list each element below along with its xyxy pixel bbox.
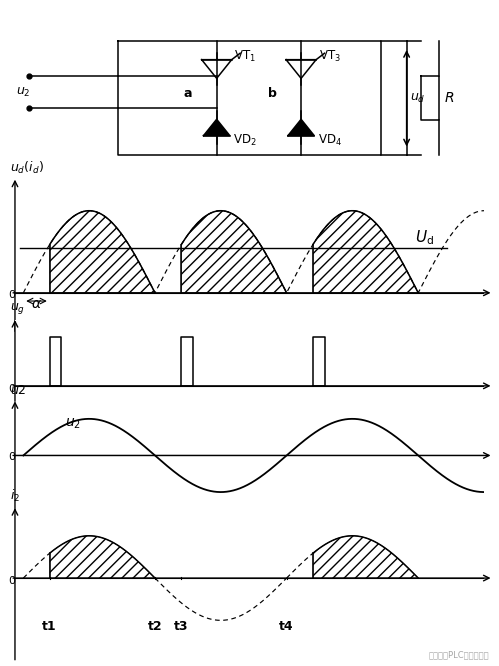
Text: $\omega t$: $\omega t$ bbox=[498, 576, 499, 589]
Text: t3: t3 bbox=[174, 619, 189, 633]
Text: $u2$: $u2$ bbox=[10, 384, 27, 398]
Text: $u_2$: $u_2$ bbox=[16, 86, 30, 99]
Text: t4: t4 bbox=[279, 619, 294, 633]
Text: $u_g$: $u_g$ bbox=[10, 302, 25, 316]
Polygon shape bbox=[288, 119, 314, 136]
Polygon shape bbox=[204, 119, 230, 136]
Text: $\omega t$: $\omega t$ bbox=[498, 380, 499, 393]
Text: VT$_3$: VT$_3$ bbox=[319, 49, 341, 65]
Text: $U_{\rm d}$: $U_{\rm d}$ bbox=[415, 228, 434, 248]
Text: $\omega t$: $\omega t$ bbox=[498, 452, 499, 464]
Text: $u_2$: $u_2$ bbox=[65, 417, 81, 432]
Text: $R$: $R$ bbox=[444, 91, 455, 105]
Text: 0: 0 bbox=[8, 575, 15, 585]
Text: a: a bbox=[184, 87, 192, 100]
Text: t1: t1 bbox=[42, 619, 57, 633]
Text: $\omega t$: $\omega t$ bbox=[498, 290, 499, 304]
Text: VD$_2$: VD$_2$ bbox=[233, 133, 256, 148]
Text: b: b bbox=[268, 87, 277, 100]
Text: $\alpha$: $\alpha$ bbox=[31, 296, 42, 310]
Text: $u_d$: $u_d$ bbox=[410, 92, 426, 105]
Text: t2: t2 bbox=[148, 619, 162, 633]
Text: 0: 0 bbox=[8, 290, 15, 300]
Text: VD$_4$: VD$_4$ bbox=[317, 133, 341, 148]
Text: 机器人及PLC自动化应用: 机器人及PLC自动化应用 bbox=[429, 650, 489, 659]
Text: $u_d(i_d)$: $u_d(i_d)$ bbox=[10, 159, 44, 176]
Text: $i_2$: $i_2$ bbox=[10, 488, 20, 504]
Text: 0: 0 bbox=[8, 452, 15, 462]
Text: 0: 0 bbox=[8, 384, 15, 394]
Text: VT$_1$: VT$_1$ bbox=[235, 49, 256, 65]
